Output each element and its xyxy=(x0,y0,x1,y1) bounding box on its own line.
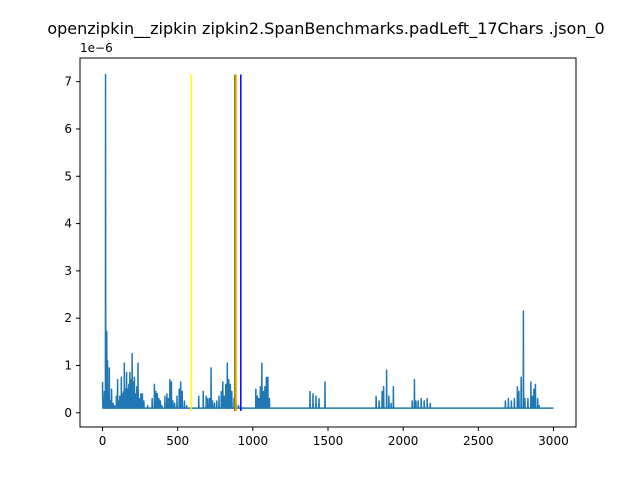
y-tick-label: 6 xyxy=(64,122,72,136)
y-tick-label: 5 xyxy=(64,169,72,183)
x-tick-label: 2000 xyxy=(388,434,419,448)
vertical-markers xyxy=(190,74,242,411)
x-tick-label: 1500 xyxy=(313,434,344,448)
y-offset-label: 1e−6 xyxy=(80,41,113,55)
y-tick-label: 0 xyxy=(64,406,72,420)
x-tick-label: 0 xyxy=(99,434,107,448)
chart-title: openzipkin__zipkin zipkin2.SpanBenchmark… xyxy=(47,19,604,39)
y-axis: 0 1 2 3 4 5 6 7 xyxy=(64,75,80,420)
series-layer xyxy=(101,73,555,409)
x-tick-label: 1000 xyxy=(238,434,269,448)
y-tick-label: 7 xyxy=(64,75,72,89)
y-tick-label: 2 xyxy=(64,311,72,325)
y-tick-label: 1 xyxy=(64,359,72,373)
x-tick-label: 500 xyxy=(166,434,189,448)
y-tick-label: 3 xyxy=(64,264,72,278)
x-tick-label: 3000 xyxy=(538,434,569,448)
x-tick-label: 2500 xyxy=(463,434,494,448)
x-axis: 0 500 1000 1500 2000 2500 3000 xyxy=(99,427,569,448)
series-line-0 xyxy=(101,73,555,409)
y-tick-label: 4 xyxy=(64,217,72,231)
